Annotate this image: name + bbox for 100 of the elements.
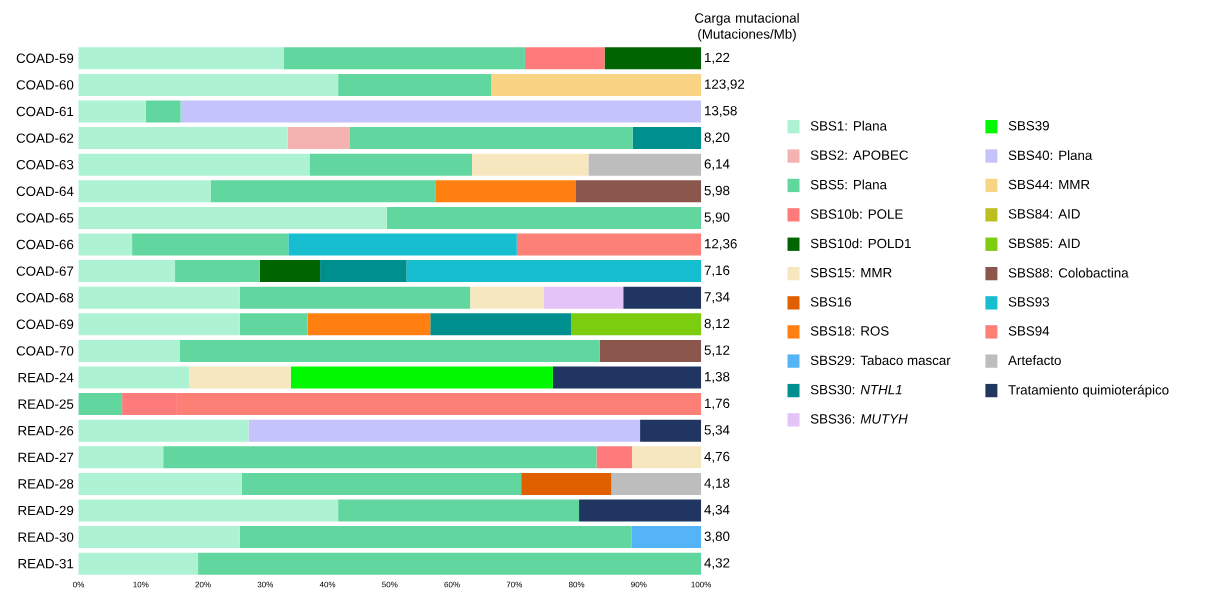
bar [78, 313, 240, 336]
text: Carga mutacional (Mutaciones/Mb) [695, 12, 799, 42]
x-tick-label: 10% [133, 581, 149, 588]
x-tick-label: 80% [568, 581, 585, 588]
bar [570, 313, 702, 336]
bar [491, 73, 702, 96]
legend-label: SBS85: AID [1008, 238, 1080, 249]
legend-label: Tratamiento quimioterápico [1008, 384, 1169, 398]
bar [78, 339, 181, 362]
x-tick-label: 50% [382, 581, 398, 588]
text: 5,90 [704, 212, 730, 224]
legend-label: SBS30: NTHL1 [810, 384, 902, 395]
legend-label: SBS94 [1008, 326, 1050, 336]
y-tick-label: COAD-64 [16, 186, 74, 197]
bar [632, 127, 702, 150]
text: 1,22 [705, 52, 730, 64]
text: 8,12 [704, 318, 730, 330]
legend-label: SBS29: Tabaco mascar [810, 355, 951, 366]
bar [611, 472, 702, 495]
text: 123,92 [705, 79, 745, 91]
legend-label: SBS5: Plana [810, 179, 888, 190]
bar [623, 286, 702, 309]
bar [521, 472, 612, 495]
bar [78, 286, 240, 309]
y-tick-label: COAD-60 [16, 80, 74, 90]
y-tick-label: READ-30 [18, 532, 74, 542]
bar [543, 286, 624, 309]
bar [287, 127, 350, 150]
bar [588, 153, 702, 176]
bar [338, 499, 580, 522]
legend-label: SBS10b: POLE [810, 209, 903, 219]
text: 5,34 [704, 425, 730, 437]
text: 4,76 [704, 451, 730, 463]
y-tick-label: COAD-70 [16, 346, 74, 356]
text: 13,58 [705, 105, 737, 118]
x-tick-label: 60% [444, 581, 460, 588]
bar [78, 73, 339, 96]
y-tick-label: COAD-63 [16, 159, 74, 170]
bar [210, 180, 436, 203]
y-tick-label: COAD-69 [16, 319, 74, 330]
bar [552, 366, 702, 389]
bar [406, 260, 702, 283]
bar [145, 100, 181, 123]
text: 5,12 [704, 345, 730, 357]
bar [78, 127, 288, 150]
bar [283, 47, 525, 70]
text: 8,20 [704, 132, 730, 144]
text: 3,80 [704, 531, 730, 543]
bar [631, 446, 702, 469]
bar [78, 260, 176, 283]
text: 5,98 [704, 185, 730, 197]
text: 4,18 [704, 478, 730, 490]
bar [435, 180, 576, 203]
x-tick-label: 90% [631, 581, 647, 588]
y-tick-label: READ-31 [18, 558, 74, 569]
x-tick-label: 30% [257, 581, 274, 588]
y-tick-label: COAD-67 [16, 266, 74, 276]
bar [175, 260, 260, 283]
text: 7,34 [704, 292, 730, 304]
y-tick-label: READ-28 [18, 479, 74, 489]
bar [78, 100, 146, 123]
text: 7,16 [704, 265, 730, 277]
text: 4,32 [704, 558, 730, 570]
bar [516, 233, 702, 256]
bar [471, 153, 589, 176]
bar [248, 419, 641, 442]
bar [290, 366, 553, 389]
x-tick-label: 100% [691, 581, 712, 588]
bar [189, 366, 291, 389]
y-tick-label: COAD-62 [16, 133, 74, 143]
bar [78, 552, 199, 575]
legend-label: SBS93 [1008, 297, 1049, 307]
bar [604, 47, 702, 70]
bar [180, 339, 600, 362]
bar [78, 419, 249, 442]
x-tick-label: 20% [195, 581, 211, 588]
bar [241, 472, 522, 495]
bar [640, 419, 702, 442]
text: 6,14 [704, 159, 730, 171]
text: 1,76 [705, 398, 730, 410]
bar [78, 446, 164, 469]
bar [320, 260, 407, 283]
legend-label: SBS84: AID [1008, 209, 1080, 219]
bar [78, 393, 123, 416]
bar [78, 366, 190, 389]
legend-label: SBS18: ROS [810, 326, 889, 336]
bar [307, 313, 431, 336]
bar [78, 526, 240, 549]
legend-label: SBS36: MUTYH [810, 414, 908, 424]
bar [132, 233, 289, 256]
y-tick-label: READ-24 [18, 372, 74, 383]
bar [599, 339, 702, 362]
legend-label: Artefacto [1008, 355, 1061, 366]
x-tick-label: 0% [73, 581, 85, 588]
bar [180, 100, 702, 123]
bar [239, 286, 471, 309]
legend-label: SBS15: MMR [810, 267, 892, 278]
bar [575, 180, 702, 203]
bar [78, 180, 211, 203]
y-tick-label: COAD-66 [16, 239, 74, 250]
